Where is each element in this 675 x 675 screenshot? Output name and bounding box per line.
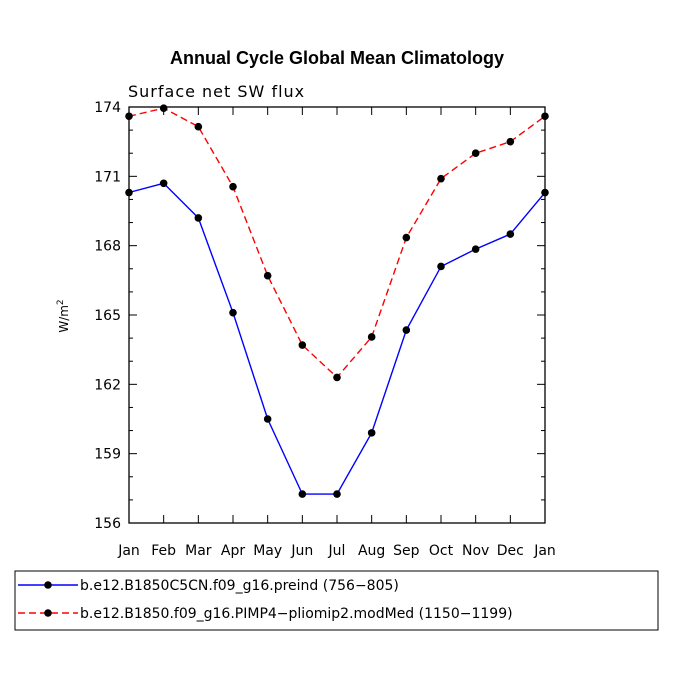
data-point-series-1 bbox=[159, 179, 168, 188]
data-point-series-2 bbox=[194, 122, 203, 131]
y-tick-label: 165 bbox=[94, 308, 121, 324]
data-point-series-1 bbox=[125, 188, 133, 197]
x-tick-label: Nov bbox=[462, 543, 489, 559]
legend-label-2: b.e12.B1850.f09_g16.PIMP4−pliomip2.modMe… bbox=[80, 606, 513, 622]
data-point-series-1 bbox=[541, 188, 549, 197]
y-tick-label: 168 bbox=[94, 239, 121, 255]
y-tick-label: 159 bbox=[94, 447, 121, 463]
x-tick-label: Mar bbox=[185, 543, 212, 559]
legend-marker-2 bbox=[44, 609, 52, 617]
data-point-series-2 bbox=[402, 233, 411, 242]
data-point-series-1 bbox=[229, 308, 237, 317]
data-point-series-1 bbox=[402, 326, 411, 334]
x-tick-label: Feb bbox=[151, 543, 176, 559]
data-point-series-1 bbox=[333, 490, 341, 498]
plot-frame bbox=[128, 106, 546, 524]
legend-box bbox=[14, 570, 659, 631]
chart-title: Annual Cycle Global Mean Climatology bbox=[170, 48, 504, 68]
legend-marker-1 bbox=[44, 581, 52, 589]
data-point-series-1 bbox=[367, 429, 376, 437]
data-point-series-2 bbox=[437, 174, 445, 183]
data-point-series-2 bbox=[333, 373, 341, 382]
x-tick-label: Sep bbox=[393, 543, 420, 559]
y-axis-label-superscript: 2 bbox=[56, 299, 66, 305]
y-axis-label-base: W/m bbox=[57, 305, 71, 333]
data-point-series-2 bbox=[298, 341, 307, 349]
data-point-series-2 bbox=[125, 112, 133, 121]
data-point-series-2 bbox=[159, 104, 168, 112]
x-tick-label: Aug bbox=[358, 543, 385, 559]
x-tick-label: Jul bbox=[328, 543, 346, 559]
x-tick-label: Oct bbox=[429, 543, 454, 559]
data-point-series-1 bbox=[437, 262, 445, 271]
x-tick-label: Apr bbox=[221, 543, 245, 559]
data-point-series-2 bbox=[471, 149, 480, 158]
data-point-series-1 bbox=[263, 415, 272, 423]
legend-label-1: b.e12.B1850C5CN.f09_g16.preind (756−805) bbox=[80, 578, 399, 594]
series-line-2 bbox=[128, 107, 546, 379]
data-point-series-2 bbox=[367, 333, 376, 341]
x-tick-label: Jan bbox=[533, 543, 556, 559]
data-point-series-1 bbox=[194, 214, 203, 222]
chart-subtitle: Surface net SW flux bbox=[128, 82, 305, 101]
data-point-series-2 bbox=[263, 271, 272, 280]
data-point-series-2 bbox=[506, 137, 515, 146]
legend: b.e12.B1850C5CN.f09_g16.preind (756−805)… bbox=[14, 570, 659, 631]
data-point-series-2 bbox=[229, 182, 237, 191]
data-point-series-1 bbox=[471, 245, 480, 253]
y-tick-label: 162 bbox=[94, 377, 121, 393]
x-tick-label: May bbox=[253, 543, 282, 559]
x-tick-label: Jun bbox=[290, 543, 313, 559]
x-tick-label: Dec bbox=[497, 543, 524, 559]
data-point-series-1 bbox=[506, 230, 515, 238]
y-tick-label: 156 bbox=[94, 516, 121, 532]
x-tick-label: Jan bbox=[117, 543, 140, 559]
y-tick-label: 171 bbox=[94, 169, 121, 185]
y-axis-label: W/m2 bbox=[56, 299, 71, 332]
data-point-series-2 bbox=[541, 112, 549, 121]
data-point-series-1 bbox=[298, 490, 307, 498]
plot-area: 156 159 162 165 168 171 174 Jan Feb Mar Apr May Jun J… bbox=[94, 100, 556, 559]
y-tick-label: 174 bbox=[94, 100, 121, 116]
series-line-1 bbox=[128, 182, 546, 495]
